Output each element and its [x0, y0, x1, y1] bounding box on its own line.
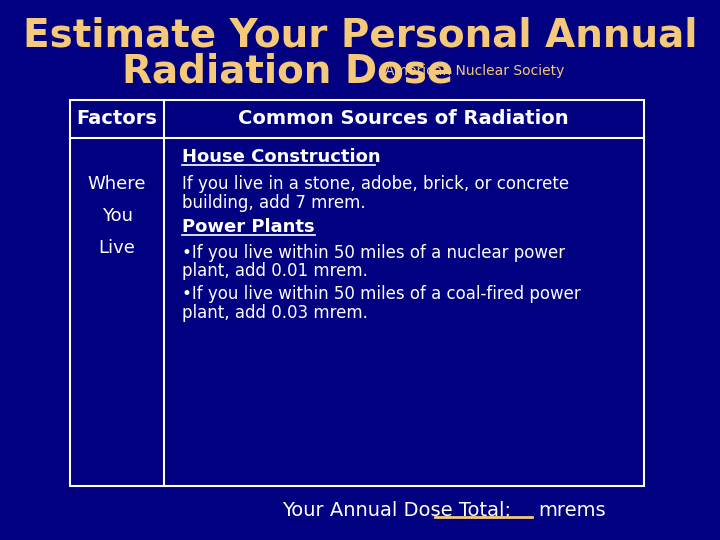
- Text: Where: Where: [88, 174, 146, 193]
- Text: American Nuclear Society: American Nuclear Society: [385, 64, 564, 78]
- Text: Your Annual Dose Total:: Your Annual Dose Total:: [282, 501, 510, 520]
- Text: Estimate Your Personal Annual: Estimate Your Personal Annual: [23, 16, 697, 54]
- Text: •If you live within 50 miles of a nuclear power: •If you live within 50 miles of a nuclea…: [182, 244, 565, 262]
- Text: House Construction: House Construction: [182, 147, 381, 166]
- Text: Factors: Factors: [76, 109, 158, 129]
- Text: building, add 7 mrem.: building, add 7 mrem.: [182, 193, 366, 212]
- Text: You: You: [102, 207, 132, 225]
- FancyBboxPatch shape: [71, 100, 644, 486]
- Text: Power Plants: Power Plants: [182, 218, 315, 236]
- Text: plant, add 0.03 mrem.: plant, add 0.03 mrem.: [182, 303, 368, 322]
- Text: If you live in a stone, adobe, brick, or concrete: If you live in a stone, adobe, brick, or…: [182, 175, 569, 193]
- Text: •If you live within 50 miles of a coal-fired power: •If you live within 50 miles of a coal-f…: [182, 285, 581, 303]
- Text: Live: Live: [99, 239, 135, 258]
- Text: Radiation Dose: Radiation Dose: [122, 52, 453, 90]
- Text: Common Sources of Radiation: Common Sources of Radiation: [238, 109, 569, 129]
- Text: mrems: mrems: [538, 501, 606, 520]
- Text: plant, add 0.01 mrem.: plant, add 0.01 mrem.: [182, 262, 368, 280]
